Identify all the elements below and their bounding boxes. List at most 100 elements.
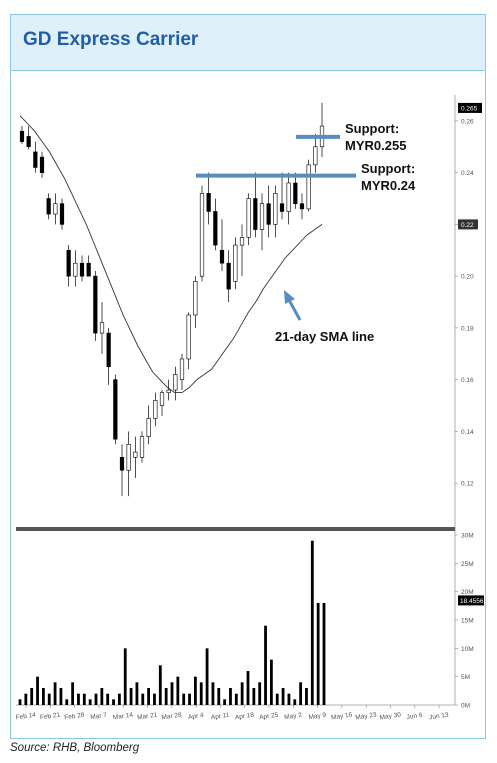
candle-body: [19, 130, 25, 142]
candle-body: [253, 198, 258, 230]
volume-bar: [47, 693, 51, 705]
candle: [246, 193, 251, 246]
price-tick-label: 0.16: [461, 377, 474, 384]
candle: [199, 185, 205, 282]
candle-body: [159, 392, 165, 406]
volume-bar: [316, 603, 320, 705]
candle: [99, 302, 105, 354]
source-note: Source: RHB, Bloomberg: [10, 742, 140, 754]
volume-bar: [258, 682, 262, 705]
sma-arrow-shaft: [287, 299, 302, 321]
volume-bar: [147, 688, 151, 705]
candle-body: [259, 203, 265, 230]
candle: [146, 405, 151, 445]
volume-bar: [41, 688, 45, 705]
candle: [113, 374, 118, 445]
volume-bar: [24, 693, 28, 705]
candle: [39, 151, 45, 178]
volume-bar: [223, 699, 227, 705]
volume-bar: [310, 540, 314, 705]
candle-body: [53, 203, 58, 215]
time-tick-label: May 23: [355, 712, 377, 722]
time-tick-label: Mar 7: [90, 712, 108, 721]
candle-body: [33, 151, 38, 168]
price-tick-label: 0.24: [461, 170, 474, 177]
time-tick-label: May 2: [284, 712, 303, 721]
candle: [279, 172, 285, 220]
candle: [193, 276, 198, 328]
time-tick-label: Jun 6: [406, 712, 423, 721]
candle-body: [279, 203, 285, 212]
volume-bar: [264, 625, 267, 705]
candle: [53, 193, 58, 225]
candle: [59, 198, 65, 230]
candle-body: [293, 182, 298, 204]
time-tick-label: Apr 25: [259, 712, 279, 722]
candle: [313, 133, 318, 173]
candle: [166, 379, 171, 401]
page-title: GD Express Carrier: [23, 29, 199, 50]
candle: [79, 255, 85, 282]
candle-body: [179, 358, 185, 380]
candle-body: [79, 262, 85, 277]
sma-price-badge: [458, 219, 478, 230]
candle: [219, 219, 225, 271]
volume-bar: [18, 699, 22, 705]
candle: [259, 193, 265, 251]
support-value-0255: MYR0.255: [345, 138, 406, 153]
last-price-badge: [458, 102, 482, 113]
candle-body: [86, 262, 91, 277]
candle: [159, 390, 165, 416]
candle: [93, 270, 98, 341]
panel-divider: [16, 527, 455, 531]
volume-bar: [135, 682, 139, 705]
volume-bar: [170, 682, 174, 705]
candle: [133, 436, 138, 479]
candle-body: [173, 374, 178, 391]
volume-bar: [77, 693, 80, 705]
volume-tick-label: 10M: [461, 646, 474, 653]
volume-bar: [164, 688, 168, 705]
price-tick-label: 0.18: [461, 325, 474, 332]
time-tick-label: Feb 14: [15, 712, 36, 722]
volume-tick-label: 25M: [461, 561, 474, 568]
volume-tick-label: 0M: [461, 703, 470, 710]
candle: [273, 185, 278, 238]
header-bar: GD Express Carrier: [11, 15, 485, 71]
volume-bar: [229, 688, 232, 705]
candle: [299, 193, 305, 220]
volume-bar: [293, 699, 297, 705]
volume-bar: [59, 688, 63, 705]
candle-body: [206, 193, 211, 212]
support-label-024: Support:: [361, 161, 415, 176]
volume-tick-label: 30M: [461, 533, 474, 540]
last-volume-label: 18.4556: [460, 598, 484, 605]
candle-body: [233, 244, 238, 282]
time-tick-label: Apr 4: [188, 712, 205, 721]
volume-tick-label: 15M: [461, 618, 474, 625]
volume-bar: [240, 682, 244, 705]
candle-body: [66, 249, 71, 277]
sma-line: [19, 115, 323, 394]
volume-bar: [112, 699, 115, 705]
volume-bar: [246, 671, 250, 705]
candle-body: [286, 182, 291, 212]
candle-body: [139, 436, 145, 458]
sma-price-label: 0.22: [461, 222, 474, 229]
candle: [306, 159, 311, 212]
time-tick-label: Jun 13: [429, 712, 450, 722]
volume-bar: [153, 693, 156, 705]
candle-body: [239, 237, 245, 246]
price-tick-label: 0.14: [461, 429, 474, 436]
candle-body: [106, 332, 111, 368]
candle: [266, 185, 271, 238]
candle-body: [99, 322, 105, 334]
candle: [173, 366, 178, 401]
candle-body: [226, 262, 231, 290]
candle-body: [26, 136, 31, 148]
last-price-label: 0.265: [461, 105, 478, 112]
candle: [19, 126, 25, 145]
candle-body: [59, 203, 65, 225]
candle-body: [126, 444, 131, 471]
candle: [33, 141, 38, 173]
